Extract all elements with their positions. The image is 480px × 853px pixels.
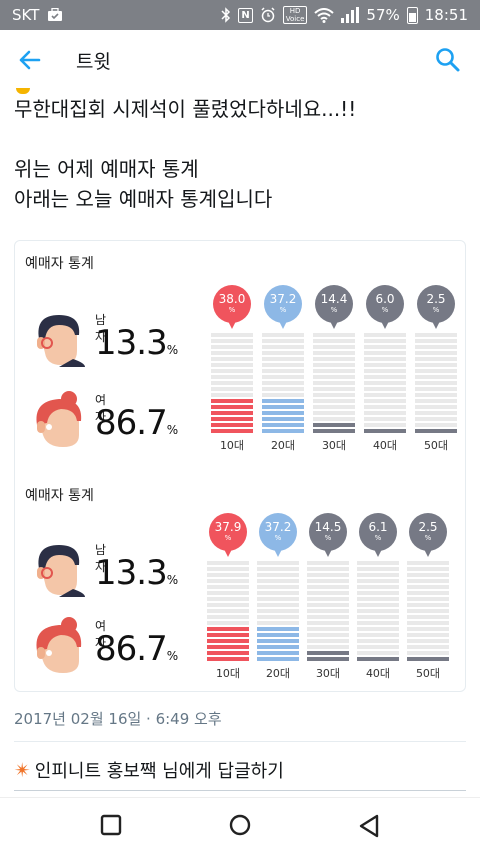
tweet-text: 무한대집회 시제석이 풀렸었다하네요...!! 위는 어제 예매자 통계 아래는… xyxy=(14,94,470,214)
age-label: 10대 xyxy=(219,439,245,452)
age-label: 20대 xyxy=(265,667,291,680)
male-avatar-icon xyxy=(37,315,85,367)
value-label: 6.1 xyxy=(368,520,388,534)
value-bubble: 37.9% xyxy=(209,513,247,557)
age-label: 20대 xyxy=(270,439,296,452)
female-percent: 86.7% xyxy=(95,629,179,669)
value-label: 37.9 xyxy=(214,520,242,534)
arrow-left-icon[interactable] xyxy=(18,48,42,72)
value-bubble: 2.5% xyxy=(417,285,455,329)
female-avatar-icon xyxy=(36,617,82,673)
nfc-icon: N xyxy=(238,7,253,23)
value-bubble: 2.5% xyxy=(409,513,447,557)
tweet-image[interactable]: 예매자 통계 남자 13.3% 여자 86.7% 38.0% 10대 3 xyxy=(14,240,466,692)
female-stat: 여자 86.7% xyxy=(29,391,178,451)
battery-icon xyxy=(406,6,418,24)
value-bubble: 14.5% xyxy=(309,513,347,557)
tweet-line-2: 위는 어제 예매자 통계 xyxy=(14,157,199,181)
clock: 18:51 xyxy=(424,6,468,24)
age-label: 40대 xyxy=(372,439,398,452)
value-bubble: 6.0% xyxy=(366,285,404,329)
recent-apps-icon[interactable] xyxy=(100,814,122,836)
value-label: 2.5 xyxy=(426,292,446,306)
panel-title: 예매자 통계 xyxy=(25,256,94,272)
value-label: 37.2 xyxy=(269,292,297,306)
search-icon[interactable] xyxy=(434,46,462,74)
wifi-icon xyxy=(314,7,335,23)
emoji-partial xyxy=(16,88,30,94)
briefcase-icon xyxy=(48,8,63,21)
value-label: 14.5 xyxy=(314,520,342,534)
age-label: 30대 xyxy=(315,667,341,680)
app-header: 트윗 xyxy=(0,30,480,90)
value-bubble: 14.4% xyxy=(315,285,353,329)
stats-panel-today: 예매자 통계 남자 13.3% 여자 86.7% 37.9% 10대 3 xyxy=(15,473,465,691)
home-icon[interactable] xyxy=(228,814,252,838)
divider xyxy=(14,741,466,742)
carrier-label: SKT xyxy=(12,6,40,24)
age-label: 30대 xyxy=(321,439,347,452)
value-bubble: 37.2% xyxy=(264,285,302,329)
stats-panel-yesterday: 예매자 통계 남자 13.3% 여자 86.7% 38.0% 10대 3 xyxy=(15,241,465,471)
page-title: 트윗 xyxy=(76,50,111,73)
reply-prompt[interactable]: ✴ 인피니트 홍보짹 님에게 답글하기 xyxy=(14,757,284,783)
male-stat: 남자 13.3% xyxy=(29,541,178,601)
male-percent: 13.3% xyxy=(95,323,179,363)
tweet-line-3: 아래는 오늘 예매자 통계입니다 xyxy=(14,187,273,211)
female-stat: 여자 86.7% xyxy=(29,617,178,677)
reply-underline xyxy=(14,790,466,791)
value-label: 2.5 xyxy=(418,520,438,534)
age-label: 40대 xyxy=(365,667,391,680)
battery-percent: 57% xyxy=(366,6,400,24)
tweet-timestamp: 2017년 02월 16일 · 6:49 오후 xyxy=(14,710,222,728)
alarm-icon xyxy=(261,7,275,23)
male-avatar-icon xyxy=(37,545,85,597)
age-label: 50대 xyxy=(423,439,449,452)
value-bubble: 37.2% xyxy=(259,513,297,557)
male-percent: 13.3% xyxy=(95,553,179,593)
system-nav-bar xyxy=(0,797,480,853)
value-label: 38.0 xyxy=(218,292,246,306)
signal-icon xyxy=(341,7,360,23)
male-stat: 남자 13.3% xyxy=(29,311,178,371)
tweet-line-1: 무한대집회 시제석이 풀렸었다하네요...!! xyxy=(14,97,357,121)
sparkle-icon: ✴ xyxy=(14,758,31,782)
value-bubble: 38.0% xyxy=(213,285,251,329)
age-label: 10대 xyxy=(215,667,241,680)
age-label: 50대 xyxy=(415,667,441,680)
hd-voice-icon: HD Voice xyxy=(282,6,308,24)
reply-prompt-text: 인피니트 홍보짹 님에게 답글하기 xyxy=(34,761,284,782)
back-icon[interactable] xyxy=(358,814,380,838)
panel-title: 예매자 통계 xyxy=(25,488,94,504)
value-bubble: 6.1% xyxy=(359,513,397,557)
value-label: 14.4 xyxy=(320,292,348,306)
status-bar: SKT N HD Voice 57% 18:51 xyxy=(0,0,480,30)
female-avatar-icon xyxy=(36,391,82,447)
value-label: 37.2 xyxy=(264,520,292,534)
bluetooth-icon xyxy=(221,7,231,23)
value-label: 6.0 xyxy=(375,292,395,306)
female-percent: 86.7% xyxy=(95,403,179,443)
